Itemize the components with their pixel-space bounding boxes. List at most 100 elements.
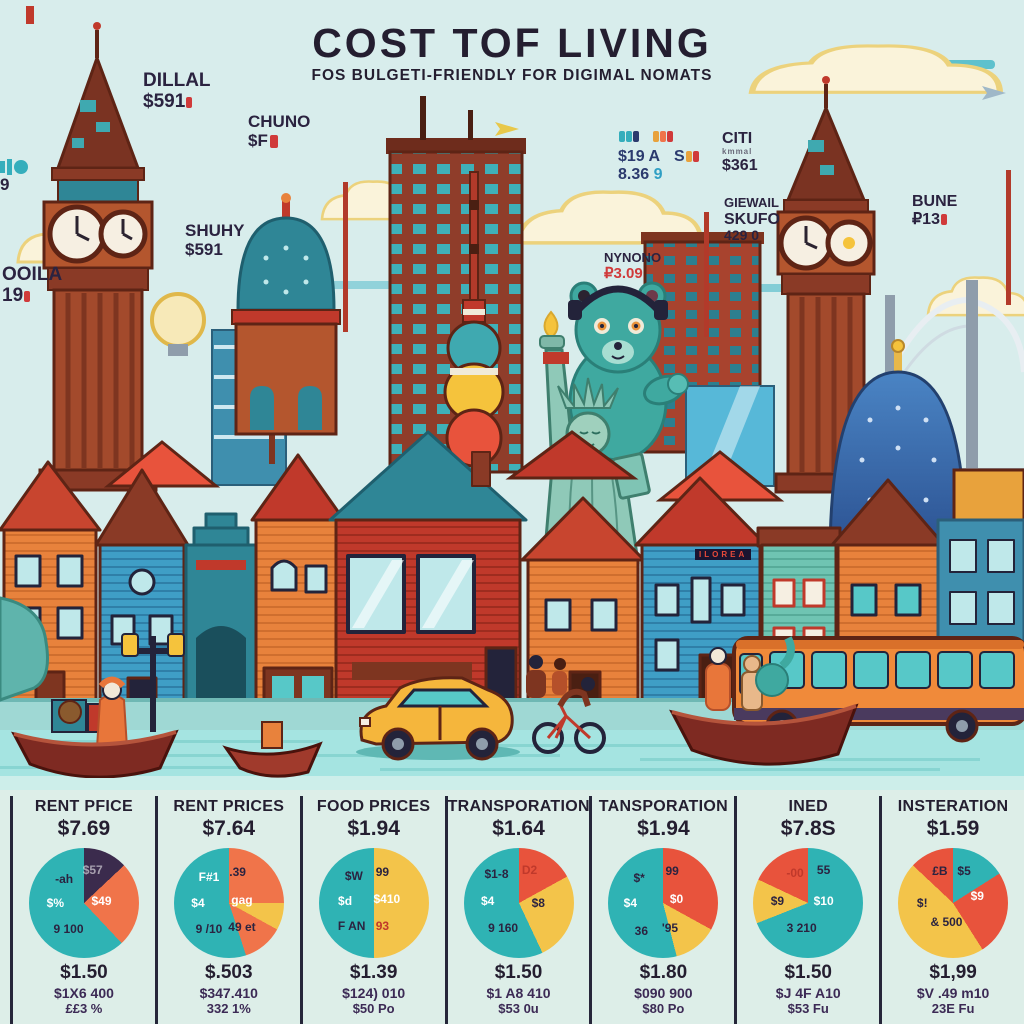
house-sign: ILOREA — [695, 549, 752, 560]
pie-inner-label: $49 — [91, 893, 112, 908]
page-title: COST TOF LIVING — [312, 20, 712, 66]
pie-inner-label: F AN — [337, 919, 366, 934]
pie-inner-label: $1-8 — [484, 867, 509, 882]
pie-inner-label: $5 — [957, 864, 971, 879]
big-ben-right — [774, 76, 878, 494]
pie-inner-label: $* — [633, 870, 645, 885]
panel-price: $1.94 — [637, 817, 690, 840]
pie-inner-label: 36 — [634, 923, 649, 938]
lightbulb-icon — [150, 292, 206, 348]
pie-inner-label: 9 /10 — [195, 922, 223, 937]
pie-inner-label: 93 — [375, 919, 390, 934]
pie-chart-transportation-2: $* 99 $4 $0 36 '95 — [608, 848, 719, 958]
panel-footer: $1.50 $1X6 400 ££3 % — [53, 962, 114, 1016]
pie-chart-rent-price-1: -ah $57 $% $49 9 100 — [28, 848, 139, 958]
teal-sculpture — [0, 596, 49, 702]
price-chip — [186, 96, 193, 108]
plane-icon — [495, 86, 1006, 136]
bottle-tower — [443, 171, 505, 468]
pie-chart-transportation-1: $1-8 D2 $4 $8 9 160 — [463, 848, 574, 958]
pie-inner-label: $4 — [623, 896, 638, 910]
panel-price: $1.64 — [492, 817, 545, 840]
pie-inner-label: & 500 — [930, 914, 963, 929]
panel-ined: INED $7.8S -00 55 $9 $10 3 210 $1.50 $J 4F A… — [734, 796, 879, 1024]
city-label-bune: BUNE ₽13 — [912, 193, 958, 228]
pie-inner-label: $4 — [481, 893, 495, 908]
panel-insteration: INSTERATION $1.59 £B $5 $! $9 & 500 $1,99 $V… — [879, 796, 1024, 1024]
pie-chart-rent-price-2: F#1 .39 $4 gag 9 /10 49 et — [173, 848, 284, 958]
panel-footer: $1,99 $V .49 m10 23E Fu — [916, 962, 990, 1016]
pie-inner-label: 49 et — [228, 920, 256, 935]
pie-inner-label: D2 — [521, 863, 538, 877]
teal-dome-building — [231, 193, 341, 436]
panel-rent-price-1: RENT PFICE $7.69 -ah $57 $% $49 9 100 $1.50 … — [10, 796, 155, 1024]
small-boat — [222, 721, 323, 778]
panel-title: INSTERATION — [897, 798, 1009, 815]
city-scene-svg — [0, 6, 1024, 790]
price-chip — [24, 290, 31, 302]
city-label-nynono: NYNONO ₽3.09 — [604, 250, 662, 282]
pie-inner-label: 99 — [665, 864, 679, 879]
price-bars-icon — [618, 128, 699, 146]
price-bars-icon — [0, 156, 30, 175]
panel-price: $7.69 — [57, 817, 111, 840]
pie-inner-label: 9 100 — [53, 922, 84, 937]
car — [356, 676, 520, 761]
pie-inner-label: $d — [338, 893, 353, 908]
pedestrians — [526, 655, 567, 698]
pie-inner-label: $% — [46, 896, 64, 910]
city-label-ooila: OOILA 19 — [2, 264, 63, 307]
panel-footer: $1.39 $124) 010 $50 Po — [342, 962, 406, 1016]
panel-footer: $.503 $347.410 332 1% — [199, 962, 258, 1016]
city-scene-illustration — [0, 6, 1024, 790]
panel-title: TANSPORATION — [598, 798, 728, 815]
antenna-pole — [343, 182, 348, 332]
pie-inner-label: $10 — [813, 893, 834, 908]
panel-price: $1.94 — [347, 817, 400, 840]
pie-inner-label: $W — [344, 868, 363, 883]
panel-price: $1.59 — [926, 817, 980, 840]
row-boat — [669, 636, 859, 766]
pie-inner-label: $8 — [531, 896, 545, 910]
pie-inner-label: $! — [916, 896, 928, 910]
panel-footer: $1.50 $J 4F A10 $53 Fu — [775, 962, 841, 1016]
flag-mark — [26, 6, 34, 24]
panel-title: RENT PFICE — [34, 798, 133, 815]
page-subtitle: FOS BULGETI-FRIENDLY FOR DIGIMAL NOMATS — [311, 67, 713, 85]
panel-title: RENT PRICES — [173, 798, 285, 815]
pie-inner-label: 3 210 — [786, 921, 817, 936]
city-label-shuhy: SHUHY $591 — [185, 221, 245, 260]
pie-inner-label: $9 — [970, 889, 984, 904]
poster-title-block: COST TOF LIVING FOS BULGETI-FRIENDLY FOR… — [0, 20, 1024, 85]
street-lamp — [121, 633, 185, 732]
pie-inner-label: .39 — [229, 865, 246, 880]
panel-title: FOOD PRICES — [316, 798, 431, 815]
pie-inner-label: 55 — [816, 863, 831, 877]
pie-inner-label: -ah — [55, 871, 74, 886]
panel-footer: $1.80 $090 900 $80 Po — [634, 962, 693, 1016]
panel-title: INED — [788, 798, 828, 815]
price-chip — [940, 214, 947, 226]
panel-footer: $1.50 $1 A8 410 $53 0u — [486, 962, 551, 1016]
price-chip — [692, 151, 699, 163]
pie-chart-insteration: £B $5 $! $9 & 500 — [898, 848, 1009, 958]
pie-inner-label: F#1 — [198, 869, 220, 884]
pie-inner-label: 9 160 — [488, 921, 519, 936]
cyclist — [532, 677, 606, 754]
panel-title: TRANSPORATION — [447, 798, 590, 815]
panel-price: $7.64 — [202, 817, 256, 840]
pie-inner-label: '95 — [661, 921, 679, 936]
pie-chart-ined: -00 55 $9 $10 3 210 — [753, 848, 864, 958]
cost-panels: RENT PFICE $7.69 -ah $57 $% $49 9 100 $1.50 … — [0, 778, 1024, 1024]
pie-chart-food-prices: $W 99 $d $410 F AN 93 — [318, 848, 429, 958]
city-label-citi: CITI kmmal $361 — [722, 130, 758, 174]
city-label-giewail: GIEWAIL SKUFO 429 0 — [724, 195, 780, 244]
bus — [732, 636, 1024, 743]
city-label-dillal: DILLAL $591 — [143, 70, 211, 113]
price-chip — [269, 135, 278, 149]
city-label-chuno: CHUNO $F — [248, 112, 311, 151]
pie-inner-label: $9 — [770, 893, 785, 908]
pie-inner-label: gag — [231, 892, 253, 907]
pie-inner-label: $57 — [82, 863, 103, 877]
